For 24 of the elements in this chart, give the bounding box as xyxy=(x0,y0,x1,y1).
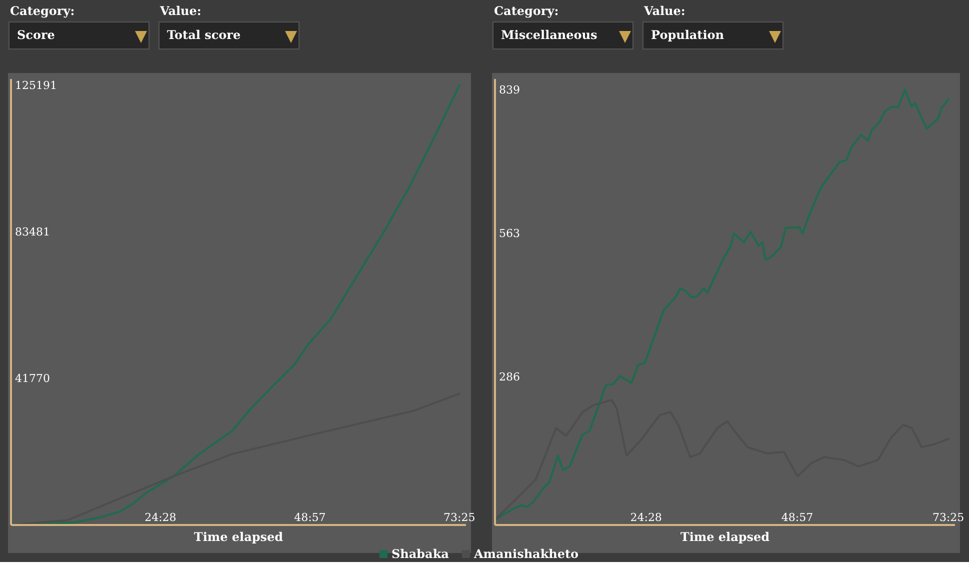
y-tick-label: 563 xyxy=(499,226,520,240)
text: Total score xyxy=(167,28,241,42)
text: Population xyxy=(651,28,724,42)
text: Value: xyxy=(643,4,686,18)
y-tick-label: 839 xyxy=(499,84,520,97)
x-axis-title: Time elapsed xyxy=(194,530,284,544)
legend-label: Shabaka xyxy=(392,547,450,562)
text: Category: xyxy=(10,4,75,18)
x-tick-label: 73:25 xyxy=(932,511,964,524)
text: Score xyxy=(17,28,56,42)
x-tick-label: 73:25 xyxy=(444,511,476,524)
y-tick-label: 83481 xyxy=(15,226,50,239)
x-tick-label: 48:57 xyxy=(294,511,326,524)
x-axis-title: Time elapsed xyxy=(680,530,770,544)
y-tick-label: 41770 xyxy=(15,372,50,386)
text: Value: xyxy=(159,4,202,18)
legend-label: Amanishakheto xyxy=(473,547,579,562)
text: Category: xyxy=(494,4,559,18)
x-tick-label: 24:28 xyxy=(630,511,662,524)
y-tick-label: 125191 xyxy=(15,79,57,92)
text: Miscellaneous xyxy=(501,28,598,42)
y-tick-label: 286 xyxy=(499,370,520,384)
x-tick-label: 48:57 xyxy=(781,511,814,524)
x-tick-label: 24:28 xyxy=(144,511,176,524)
